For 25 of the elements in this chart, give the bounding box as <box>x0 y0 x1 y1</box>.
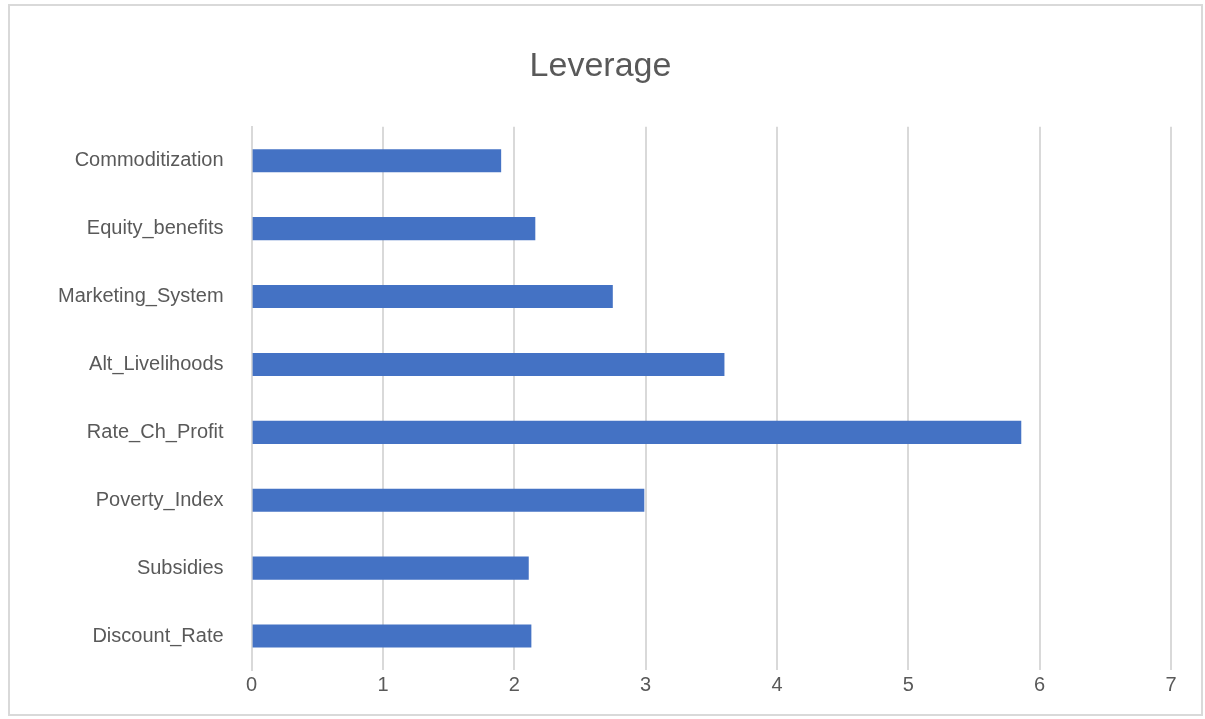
bar <box>252 149 502 173</box>
y-tick-label: Commoditization <box>74 148 224 171</box>
y-tick-label: Subsidies <box>136 555 224 578</box>
y-tick-label: Alt_Livelihoods <box>89 351 224 375</box>
x-tick-label: 4 <box>771 672 783 695</box>
bar <box>252 624 532 648</box>
bar <box>252 285 613 309</box>
x-tick-label: 5 <box>902 672 914 695</box>
x-tick-label: 2 <box>508 672 520 695</box>
bar <box>252 556 529 580</box>
x-tick-label: 3 <box>640 672 652 695</box>
y-tick-label: Marketing_System <box>57 284 224 308</box>
y-tick-label: Equity_benefits <box>86 216 224 240</box>
x-tick-label: 7 <box>1165 672 1177 695</box>
x-tick-label: 6 <box>1034 672 1046 695</box>
bar <box>252 352 725 376</box>
y-tick-label: Poverty_Index <box>95 487 224 511</box>
x-tick-label: 1 <box>377 672 389 695</box>
x-tick-label: 0 <box>246 672 258 695</box>
bar <box>252 488 645 512</box>
y-tick-label: Rate_Ch_Profit <box>86 419 225 443</box>
bar <box>252 420 1022 444</box>
y-tick-label: Discount_Rate <box>92 623 224 647</box>
chart-title: Leverage <box>529 44 672 83</box>
bar <box>252 217 536 241</box>
